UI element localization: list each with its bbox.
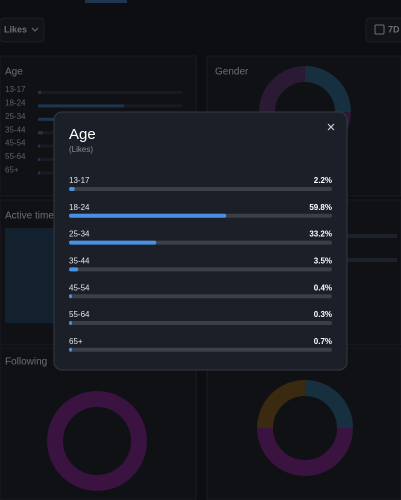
bar [69,347,72,352]
donut-segment [304,380,353,429]
bar [69,213,227,218]
bar-track [69,187,332,191]
modal-title: Age [69,126,96,143]
close-button[interactable] [327,123,335,131]
metric-label: Likes [4,24,27,34]
bg-bar [38,171,40,175]
close-icon [327,123,335,131]
following-donut [47,391,147,491]
row-value: 2.2% [314,176,332,185]
row-label: 45-54 [69,283,90,292]
bg-row-label: 25-34 [5,112,26,121]
bg-bar [38,104,125,108]
bg-row-label: 45-54 [5,139,26,148]
row-label: 55-64 [69,310,90,319]
bg-row-label: 55-64 [5,152,26,161]
bg-bar [38,158,40,161]
bar-track [69,347,332,352]
panel-title: Gender [215,67,249,78]
bg-bar [38,131,44,135]
row-label: 18-24 [69,203,90,212]
row-value: 0.4% [314,283,332,292]
calendar-icon [374,24,385,35]
dropdown-arrow [31,27,39,32]
bar [69,267,79,272]
panel [206,347,401,500]
panel-title: Active time [5,211,54,222]
row-value: 33.2% [309,230,332,239]
modal-subtitle: (Likes) [69,145,93,154]
bg-row-label: 18-24 [5,99,26,108]
bar-track [69,321,332,325]
row-value: 0.7% [314,337,332,346]
bar-track [69,294,332,299]
row-value: 3.5% [314,257,332,266]
bar [69,240,157,245]
bar [69,321,72,325]
heatmap [5,228,55,323]
bg-row-label: 13-17 [5,85,26,94]
row-value: 0.3% [314,310,332,319]
donut-segment [257,380,306,429]
bg-row-label: 65+ [5,166,19,175]
row-label: 25-34 [69,230,90,239]
bg-bar [38,144,40,148]
age-rows: 13-17 2.2% 18-24 59.8% 25-34 33.2% 35-44 3.5% 45… [69,176,332,352]
range-label: 7D [388,24,400,34]
bar [69,294,72,299]
bar [347,234,397,238]
row-label: 65+ [69,337,83,346]
bg-row-label: 35-44 [5,125,26,134]
row-value: 59.8% [309,203,332,212]
row-label: 35-44 [69,257,90,266]
panel-title: Age [5,67,23,78]
bg-bar-track [38,91,182,94]
gender-donut-segment [304,66,351,113]
bar [347,258,397,262]
bar-track [69,267,332,272]
bg-bar [38,91,42,94]
bar [69,187,75,191]
panel-title: Following [5,357,47,368]
tab-indicator [85,0,127,3]
following-panel [0,347,197,500]
metric-dropdown[interactable] [0,17,45,43]
row-label: 13-17 [69,176,90,185]
